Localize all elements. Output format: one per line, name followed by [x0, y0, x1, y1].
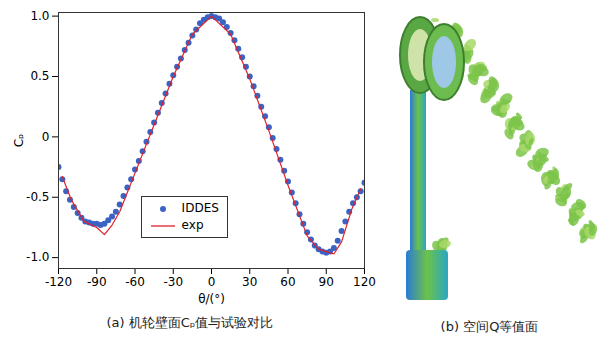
svg-text:30: 30 — [242, 275, 257, 289]
svg-text:-1.0: -1.0 — [26, 250, 49, 264]
svg-text:90: 90 — [319, 275, 334, 289]
html-text:(a) 机轮壁面Cₚ值与试验对比: (a) 机轮壁面Cₚ值与试验对比 — [106, 315, 274, 330]
html-text:IDDES: IDDES — [181, 201, 219, 216]
svg-text:60: 60 — [280, 275, 295, 289]
svg-text:0: 0 — [42, 130, 50, 144]
svg-text:1.0: 1.0 — [30, 9, 49, 23]
html-text:(b) 空间Q等值面: (b) 空间Q等值面 — [440, 319, 539, 334]
svg-text:0.5: 0.5 — [30, 69, 49, 83]
html-text:exp: exp — [181, 218, 204, 233]
svg-text:-30: -30 — [163, 275, 183, 289]
svg-text:0: 0 — [208, 275, 216, 289]
svg-text:-0.5: -0.5 — [26, 190, 49, 204]
svg-text:120: 120 — [353, 275, 376, 289]
svg-text:-90: -90 — [87, 275, 107, 289]
svg-text:-60: -60 — [125, 275, 145, 289]
svg-text:θ/(°): θ/(°) — [198, 292, 225, 306]
svg-text:-120: -120 — [45, 275, 72, 289]
svg-text:Cₚ: Cₚ — [12, 134, 26, 148]
